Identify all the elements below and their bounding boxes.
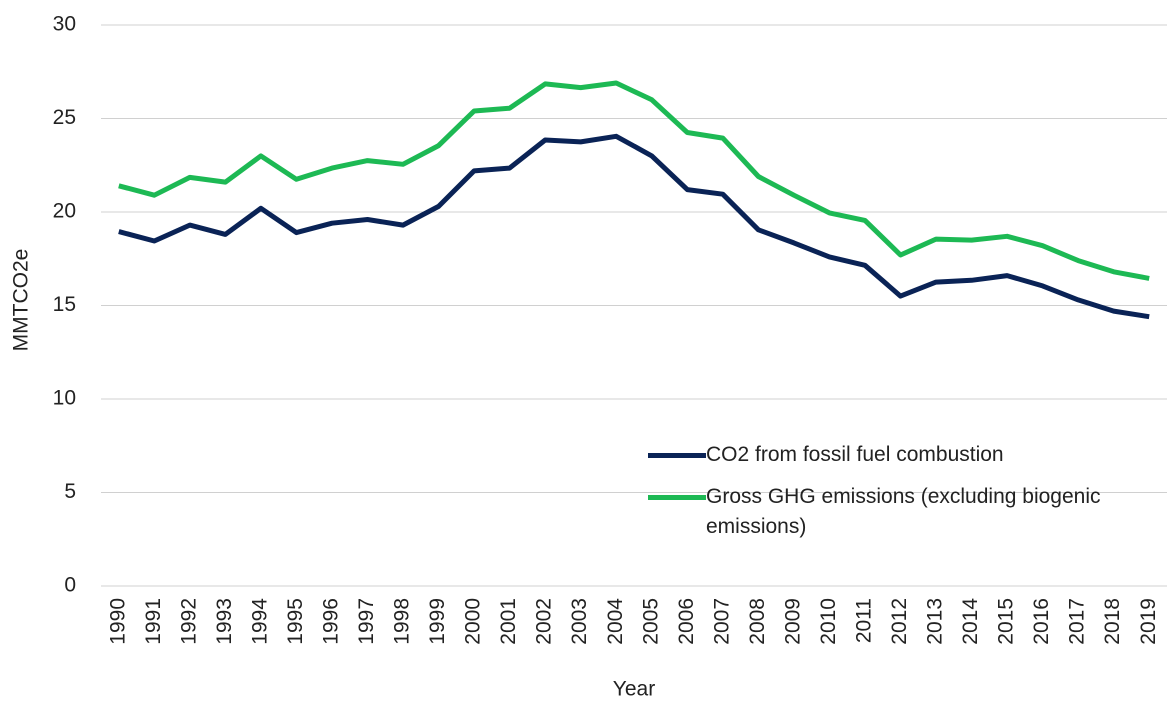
y-tick-label: 0 [64,574,76,597]
x-tick-label: 2009 [781,598,804,645]
series-line [118,80,1150,281]
x-tick-label: 2001 [497,598,520,645]
legend-item: CO2 from fossil fuel combustion [648,440,1118,470]
legend: CO2 from fossil fuel combustion Gross GHG… [648,440,1118,554]
x-tick-label: 1992 [177,598,200,645]
x-tick-label: 2017 [1066,598,1089,645]
x-tick-label: 2004 [604,598,627,645]
x-tick-label: 2012 [888,598,911,645]
x-tick-label: 1994 [248,598,271,645]
x-tick-label: 1998 [391,598,414,645]
y-tick-label: 10 [53,387,76,410]
x-tick-label: 2019 [1137,598,1160,645]
legend-swatch [648,495,706,500]
x-tick-label: 2011 [853,598,876,643]
x-axis-label: Year [613,678,655,701]
x-tick-label: 2018 [1101,598,1124,645]
x-tick-label: 2014 [959,598,982,645]
legend-item: Gross GHG emissions (excluding biogenic … [648,482,1118,542]
x-tick-label: 1993 [213,598,236,645]
y-tick-label: 20 [53,200,76,223]
x-tick-label: 2005 [639,598,662,645]
x-tick-label: 2010 [817,598,840,645]
y-tick-label: 5 [64,480,76,503]
legend-swatch [648,453,706,458]
x-tick-label: 1995 [284,598,307,645]
x-tick-label: 2013 [924,598,947,645]
x-tick-label: 2006 [675,598,698,645]
y-axis-label: MMTCO2e [10,249,33,352]
x-tick-label: 2003 [568,598,591,645]
x-tick-label: 2002 [533,598,556,645]
x-tick-label: 2015 [995,598,1018,645]
x-tick-label: 1996 [320,598,343,645]
legend-label: CO2 from fossil fuel combustion [706,443,1004,466]
x-tick-label: 2007 [710,598,733,645]
x-tick-label: 2000 [462,598,485,645]
legend-label: Gross GHG emissions (excluding biogenic … [706,485,1101,538]
x-tick-label: 1999 [426,598,449,645]
y-tick-label: 25 [53,106,76,129]
x-tick-label: 2008 [746,598,769,645]
series-line [118,133,1150,320]
x-tick-label: 1990 [106,598,129,645]
x-tick-label: 1997 [355,598,378,645]
x-tick-label: 1991 [142,598,165,645]
y-tick-label: 30 [53,13,76,36]
y-tick-label: 15 [53,293,76,316]
x-tick-label: 2016 [1030,598,1053,645]
